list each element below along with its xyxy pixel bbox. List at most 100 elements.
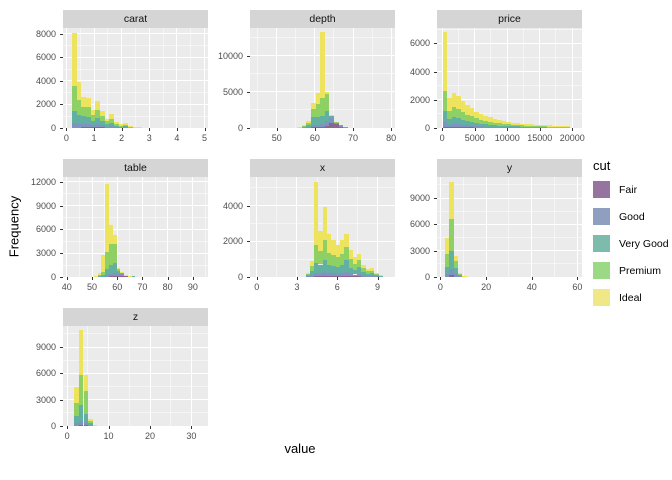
bar-segment-good bbox=[305, 276, 310, 277]
bar-segment-premium bbox=[361, 268, 366, 273]
y-tick-label: 0 bbox=[50, 272, 56, 282]
bar-segment-very-good bbox=[322, 259, 328, 273]
bar-segment-ideal bbox=[460, 101, 466, 113]
bar-segment-premium bbox=[458, 273, 463, 276]
bar-segment-very-good bbox=[112, 262, 117, 274]
y-tick-label: 9000 bbox=[35, 342, 56, 353]
legend-label: Premium bbox=[619, 264, 662, 277]
bar-segment-premium bbox=[445, 254, 450, 268]
gridline-minor bbox=[63, 240, 208, 242]
bar-segment-premium bbox=[447, 110, 452, 119]
bar-segment-very-good bbox=[519, 126, 525, 128]
bar-segment-fair bbox=[338, 125, 344, 128]
bar-segment-premium bbox=[374, 273, 379, 276]
y-tick-mark bbox=[434, 99, 437, 101]
bar-segment-good bbox=[322, 272, 328, 276]
bar-segment-very-good bbox=[88, 423, 93, 426]
bar-segment-very-good bbox=[374, 275, 379, 277]
bar-segment-good bbox=[497, 127, 502, 128]
bar-segment-fair bbox=[320, 127, 325, 128]
bar-segment-ideal bbox=[331, 239, 336, 255]
bar-segment-good bbox=[112, 273, 117, 277]
gridline-minor bbox=[437, 184, 582, 186]
legend-label: Ideal bbox=[619, 291, 642, 304]
y-tick-label: 5000 bbox=[222, 86, 243, 97]
bar-segment-very-good bbox=[331, 265, 336, 274]
bar-segment-very-good bbox=[120, 272, 125, 275]
y-tick-label: 0 bbox=[50, 421, 56, 431]
gridline-minor bbox=[170, 326, 172, 426]
bar-segment-good bbox=[74, 423, 79, 426]
x-tick-label: 50 bbox=[271, 133, 282, 143]
bar-segment-premium bbox=[547, 126, 552, 128]
bar-segment-good bbox=[370, 275, 375, 277]
gridline-major bbox=[437, 250, 582, 252]
bar-segment-premium bbox=[519, 125, 525, 127]
bar-segment-ideal bbox=[565, 126, 570, 127]
x-tick-label: 9 bbox=[375, 282, 381, 292]
y-tick-mark bbox=[60, 57, 63, 59]
gridline-major bbox=[63, 252, 208, 254]
legend-label: Very Good bbox=[619, 237, 669, 250]
bar-segment-ideal bbox=[118, 124, 124, 126]
gridline-major bbox=[571, 28, 573, 128]
bar-segment-ideal bbox=[315, 93, 321, 105]
bar-segment-premium bbox=[460, 112, 466, 120]
bar-segment-very-good bbox=[109, 265, 113, 274]
bar-segment-premium bbox=[451, 107, 457, 118]
x-tick-mark bbox=[440, 277, 442, 280]
x-tick-label: 5000 bbox=[464, 133, 485, 143]
bar-segment-very-good bbox=[529, 126, 534, 128]
bar-segment-good bbox=[123, 127, 129, 128]
plot-area-price bbox=[437, 28, 582, 128]
y-tick-label: 6000 bbox=[35, 224, 56, 235]
facet-strip-z: z bbox=[63, 308, 208, 326]
x-tick-label: 80 bbox=[386, 133, 397, 143]
bar-segment-very-good bbox=[510, 126, 516, 128]
bar-segment-good bbox=[120, 274, 125, 277]
y-tick-label: 0 bbox=[237, 123, 243, 133]
legend-item-good: Good bbox=[593, 208, 671, 225]
bar-segment-ideal bbox=[311, 103, 316, 110]
gridline-minor bbox=[63, 92, 208, 94]
legend-items: Fair Good Very Good Premium Ideal bbox=[593, 181, 671, 306]
y-tick-mark bbox=[60, 373, 63, 375]
gridline-major bbox=[93, 28, 95, 128]
bar-segment-fair bbox=[315, 127, 321, 128]
x-tick-label: 0 bbox=[437, 282, 443, 292]
bar-segment-ideal bbox=[83, 375, 89, 391]
bar-segment-good bbox=[306, 126, 312, 128]
bar-segment-premium bbox=[81, 106, 86, 117]
bar-segment-good bbox=[78, 420, 84, 426]
x-tick-mark bbox=[66, 277, 68, 280]
bar-segment-very-good bbox=[538, 127, 543, 128]
bar-segment-ideal bbox=[97, 273, 102, 275]
x-tick-mark bbox=[474, 128, 476, 131]
bar-segment-premium bbox=[83, 390, 89, 414]
bar-segment-premium bbox=[469, 116, 475, 122]
y-tick-label: 0 bbox=[237, 272, 243, 282]
bar-segment-very-good bbox=[309, 270, 315, 276]
gridline-minor bbox=[204, 177, 206, 277]
bar-segment-premium bbox=[442, 91, 448, 112]
x-tick-mark bbox=[94, 128, 96, 131]
bar-segment-premium bbox=[533, 126, 539, 127]
gridline-major bbox=[439, 177, 441, 277]
gridline-major bbox=[437, 197, 582, 199]
x-tick-mark bbox=[486, 277, 488, 280]
bar-segment-premium bbox=[311, 109, 316, 118]
facet-panel-table: table 40 50 60 70 80 90 0 3000 6000 9000 12000 bbox=[18, 159, 208, 307]
bar-segment-premium bbox=[348, 259, 353, 268]
y-tick-mark bbox=[434, 250, 437, 252]
bar-segment-ideal bbox=[88, 418, 93, 421]
bar-segment-good bbox=[95, 124, 100, 128]
bar-segment-good bbox=[352, 274, 358, 277]
gridline-major bbox=[63, 425, 208, 426]
bar-segment-good bbox=[71, 123, 77, 128]
bar-segment-ideal bbox=[123, 123, 129, 125]
bar-segment-good bbox=[445, 274, 450, 277]
bar-segment-ideal bbox=[462, 276, 467, 277]
gridline-minor bbox=[104, 177, 106, 277]
facet-panel-z: z 0 10 20 30 0 3000 6000 9000 bbox=[18, 308, 208, 456]
bar-segment-ideal bbox=[104, 118, 110, 122]
